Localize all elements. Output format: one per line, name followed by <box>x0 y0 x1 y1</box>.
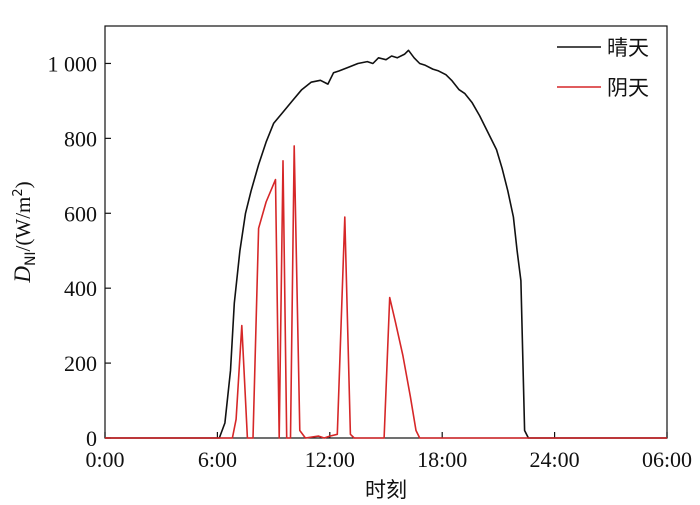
y-tick-label: 1 000 <box>48 51 98 76</box>
x-tick-label: 18:00 <box>417 447 467 472</box>
axis-ticks: 0:00 6:00 12:00 18:00 24:00 06:00 0 200 400 600 80… <box>48 51 693 472</box>
y-axis-title-sup: 2 <box>11 188 26 196</box>
legend-item-cloudy: 阴天 <box>557 76 649 100</box>
y-tick-label: 400 <box>64 276 97 301</box>
legend-label-cloudy: 阴天 <box>607 76 649 100</box>
y-axis-title-unit: /(W/m <box>11 197 35 252</box>
series-line-clear <box>105 49 667 439</box>
y-axis-title: DNI/(W/m2) <box>10 181 39 283</box>
y-tick-label: 600 <box>64 201 97 226</box>
x-tick-label: 06:00 <box>642 447 692 472</box>
series-line-cloudy <box>105 145 667 439</box>
x-tick-label: 6:00 <box>198 447 237 472</box>
y-axis-title-close: ) <box>11 181 35 188</box>
plot-frame <box>104 25 668 439</box>
y-tick-label: 0 <box>86 426 97 451</box>
x-tick-label: 0:00 <box>85 447 124 472</box>
y-axis-title-sub: NI <box>23 251 39 266</box>
legend-label-clear: 晴天 <box>607 36 649 60</box>
y-axis-title-main: D <box>10 266 35 284</box>
x-tick-label: 12:00 <box>305 447 355 472</box>
x-axis-title: 时刻 <box>365 478 407 502</box>
series-layer <box>105 49 667 439</box>
y-tick-label: 200 <box>64 351 97 376</box>
y-tick-label: 800 <box>64 126 97 151</box>
legend: 晴天 阴天 <box>557 36 649 100</box>
legend-item-clear: 晴天 <box>557 36 649 60</box>
x-tick-label: 24:00 <box>530 447 580 472</box>
